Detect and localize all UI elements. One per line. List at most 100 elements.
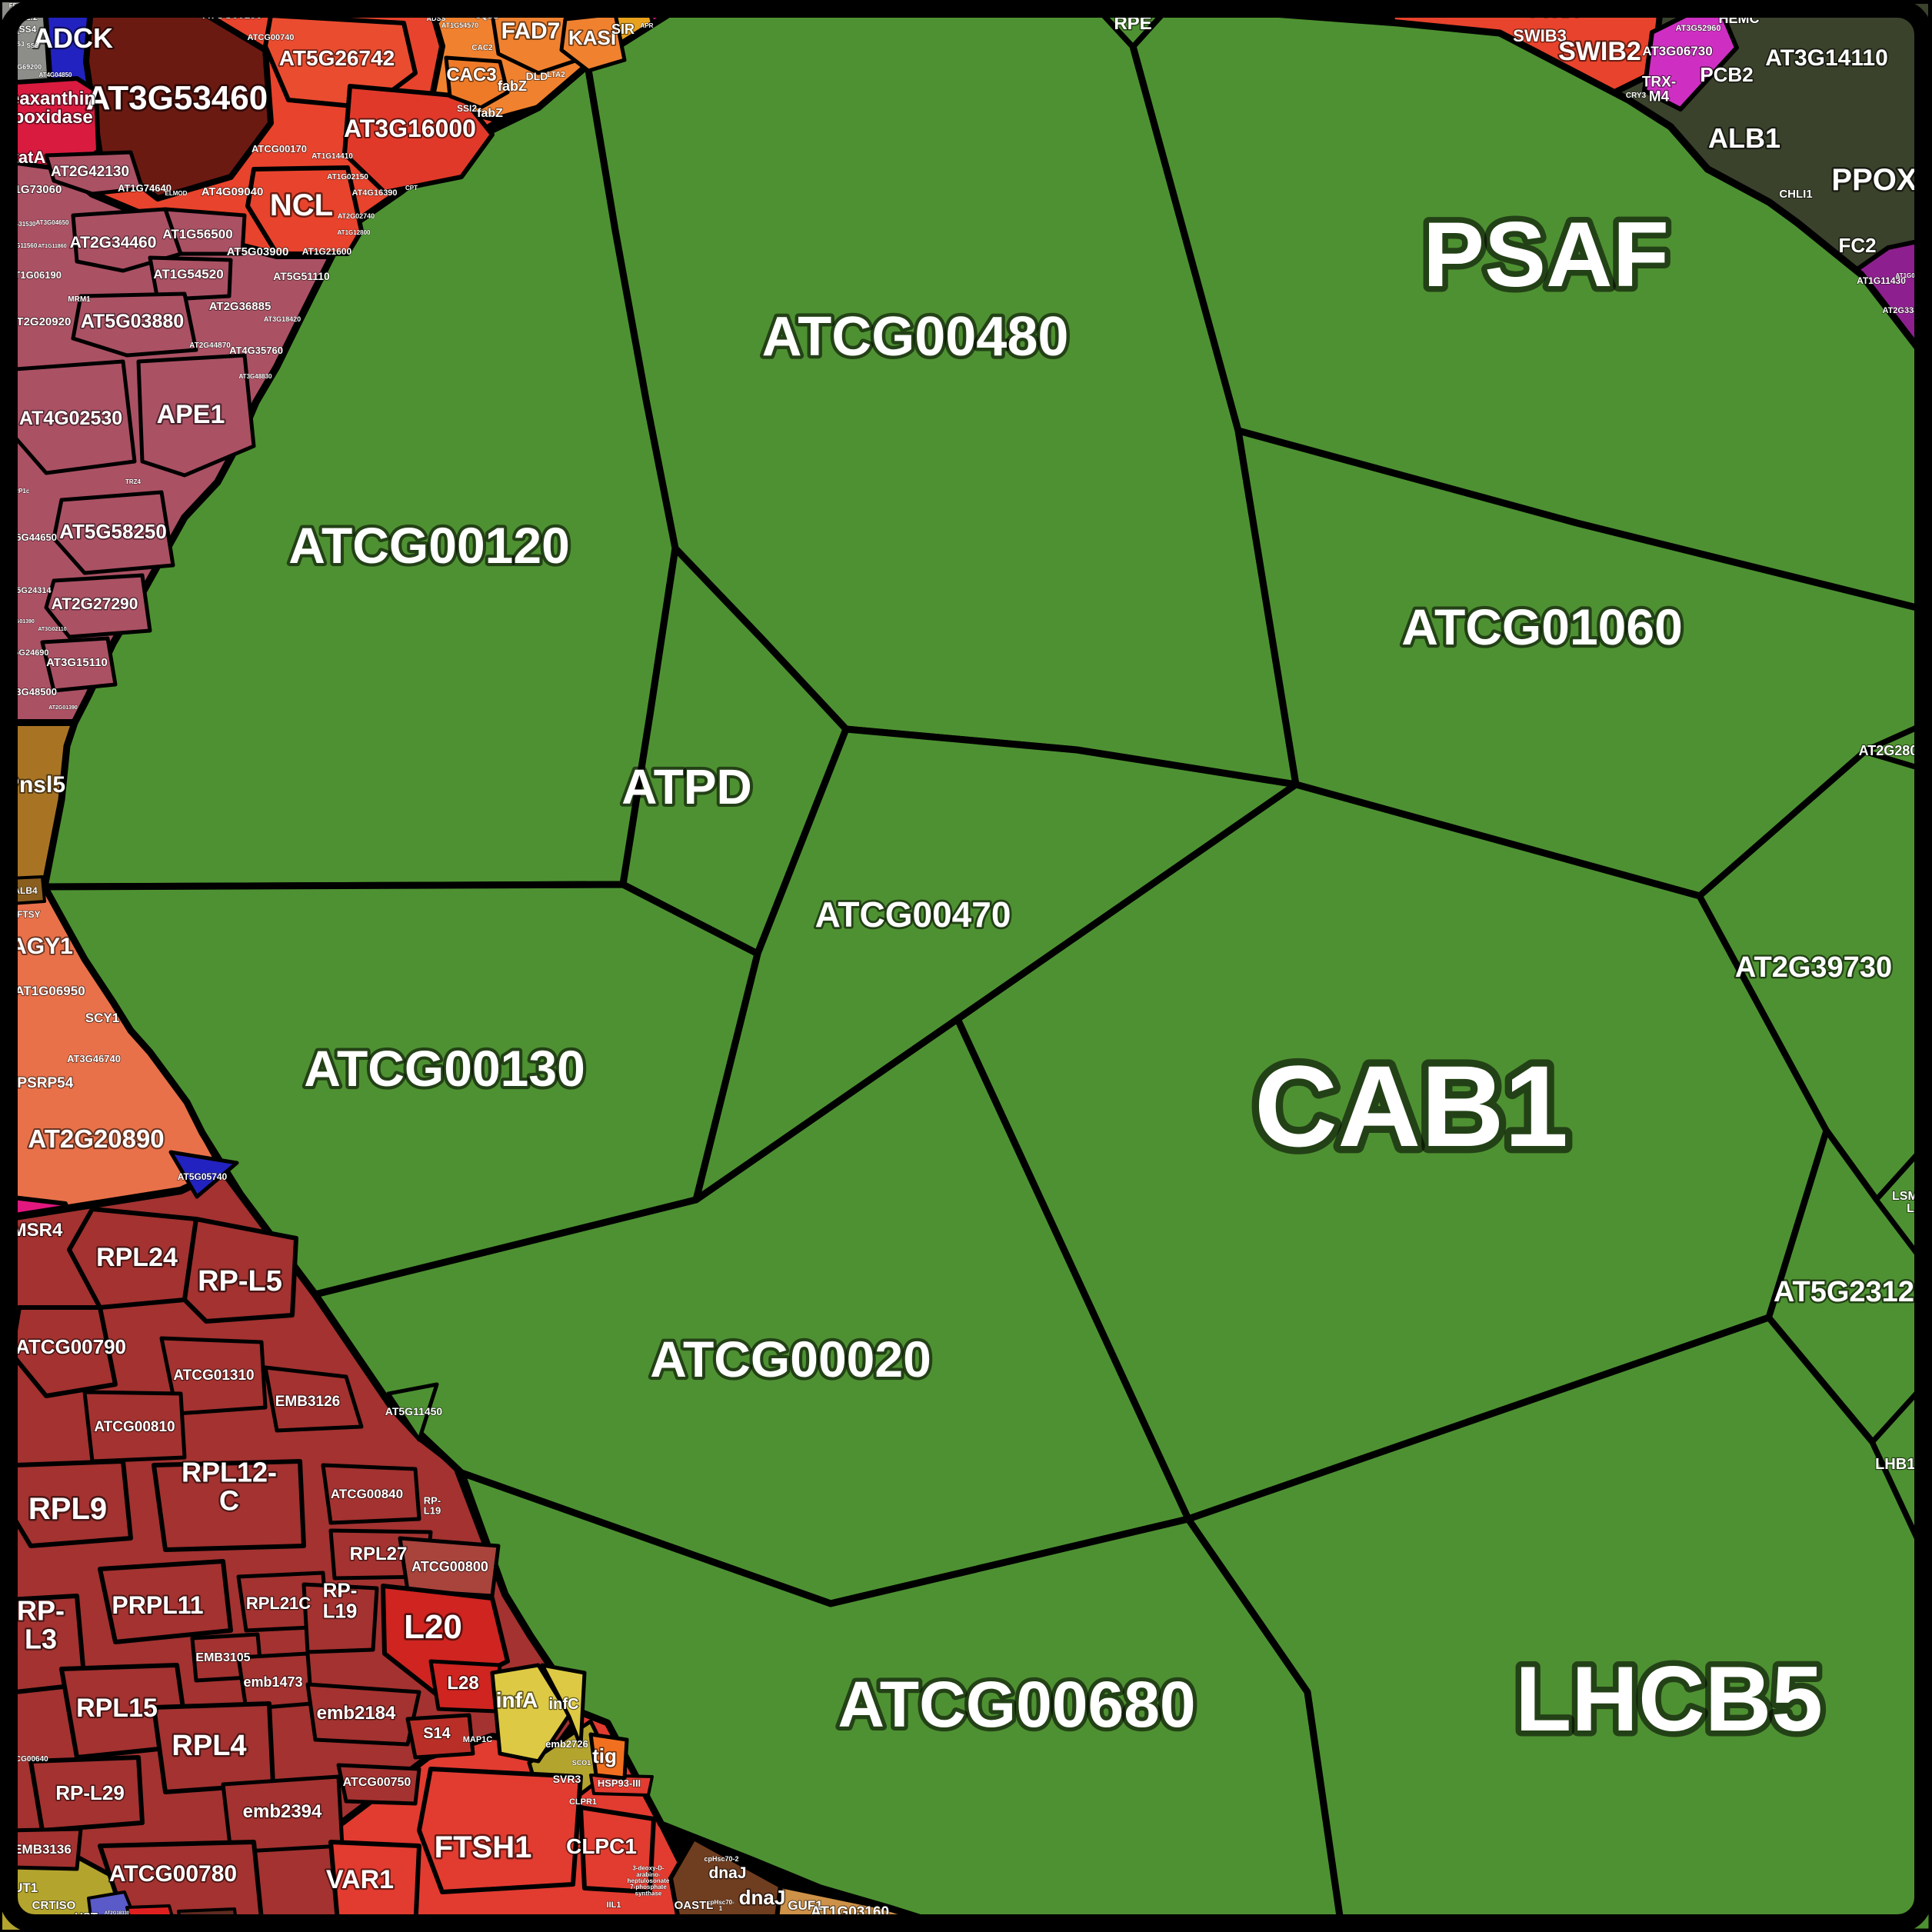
label-at1g06950: AT1G06950 [15, 984, 85, 998]
cell-tig[interactable] [588, 1732, 629, 1780]
label-tig: tig [592, 1744, 617, 1767]
label-rpl9: RPL9 [28, 1492, 107, 1526]
cell-at5g11450[interactable] [386, 1382, 439, 1442]
label-at3g48830: AT3G48830 [239, 373, 273, 380]
label-at3g11560: AT3G11560 [5, 242, 38, 249]
label-ftsh1: FTSH1 [435, 1830, 532, 1864]
cell-atcg00840[interactable] [321, 1463, 421, 1525]
label-pcb2: PCB2 [1700, 63, 1753, 86]
cell-at2g27290c[interactable] [44, 573, 152, 639]
cell-s14[interactable] [405, 1713, 475, 1760]
cell-ncl[interactable] [245, 165, 364, 256]
cell-ape1c[interactable] [136, 353, 256, 478]
label-map1c: MAP1C [463, 1735, 493, 1744]
label-psaf: PSAF [1423, 203, 1669, 306]
cell-atcg00810[interactable] [82, 1390, 187, 1464]
label-atpd: ATPD [621, 759, 751, 814]
cell-infa[interactable] [490, 1663, 571, 1764]
cell-atcg00750[interactable] [336, 1763, 421, 1806]
label-ppox: PPOX [1831, 163, 1917, 197]
label-oastl: OASTL [675, 1899, 714, 1912]
cell-rpl19b[interactable] [301, 1582, 379, 1654]
label-rpl12c: RPL12-C [182, 1457, 277, 1517]
label-ss4: SS4 [19, 24, 37, 35]
label-fabz1: fabZ [498, 78, 527, 94]
label-fc2: FC2 [1838, 234, 1876, 257]
label-iil1: IIL1 [607, 1900, 621, 1910]
label-at2g39730: AT2G39730 [1735, 951, 1892, 984]
cell-at5g58250c[interactable] [52, 490, 175, 575]
cell-at1g56500c[interactable] [163, 207, 247, 256]
label-at4g09040: AT4G09040 [202, 185, 264, 198]
cell-rpl12c[interactable] [152, 1459, 306, 1552]
label-rpl19b: RP-L19 [323, 1579, 358, 1623]
cell-emb3126[interactable] [263, 1365, 364, 1433]
label-atcg00750: ATCG00750 [343, 1776, 411, 1789]
cell-at1g54520c[interactable] [148, 255, 233, 302]
cell-ftsh1[interactable] [417, 1767, 583, 1894]
label-emb2394: emb2394 [243, 1801, 322, 1822]
label-cphsc70-1: cpHsc70-1 [707, 1899, 734, 1912]
label-fad7: FAD7 [501, 18, 561, 44]
label-trxm4: TRX-M4 [1642, 74, 1676, 105]
label-cphsc70-2: cpHsc70-2 [704, 1855, 738, 1863]
label-atcg00020: ATCG00020 [650, 1331, 931, 1387]
label-at2g20920: AT2G20920 [9, 315, 72, 328]
cell-bg-brown-dnaj[interactable] [668, 1836, 783, 1932]
label-hsp93: HSP93-III [598, 1777, 641, 1789]
cell-rpl24[interactable] [67, 1207, 198, 1310]
label-at1g12800: AT1G12800 [338, 229, 371, 236]
cell-at2g42130c[interactable] [44, 150, 145, 196]
label-var1: VAR1 [326, 1865, 394, 1894]
label-at5g26742: AT5G26742 [279, 46, 395, 70]
label-at1g11860: AT1G11860 [38, 244, 66, 249]
cell-clpc1[interactable] [578, 1805, 656, 1894]
label-kasi: KASI [568, 26, 616, 49]
label-cry3: CRY3 [1626, 92, 1647, 100]
label-infa: infA [496, 1688, 538, 1712]
label-atcg01060: ATCG01060 [1401, 598, 1683, 655]
cell-emb2184[interactable] [305, 1682, 421, 1747]
label-trz4: TRZ4 [125, 478, 142, 485]
label-at1g11430: AT1G11430 [1857, 275, 1906, 286]
label-atcg00790: ATCG00790 [15, 1335, 126, 1358]
label-lhcb5: LHCB5 [1515, 1647, 1823, 1750]
label-at3g14110: AT3G14110 [1765, 45, 1888, 71]
label-at2g20890: AT2G20890 [28, 1124, 164, 1153]
label-at2g01390: AT2G01390 [48, 705, 78, 711]
label-tata: tatA [13, 148, 46, 167]
label-dld: DLD [526, 70, 548, 82]
cell-infc[interactable] [540, 1663, 587, 1748]
label-at1g02150: AT1G02150 [327, 173, 368, 182]
cell-atcg00130[interactable] [41, 881, 761, 1298]
cell-hsp93[interactable] [589, 1774, 654, 1797]
cell-at5g05740[interactable] [168, 1150, 239, 1199]
cell-at5g03880c[interactable] [71, 291, 198, 358]
label-infc: infC [549, 1696, 579, 1713]
cell-prpl11[interactable] [98, 1559, 233, 1644]
label-rpl19a: RP-L19 [424, 1494, 441, 1516]
label-adck: ADCK [33, 22, 113, 54]
label-atcg00780: ATCG00780 [109, 1861, 237, 1887]
cell-atcg01310[interactable] [159, 1336, 268, 1416]
cell-rpl5[interactable] [182, 1217, 298, 1324]
label-at1g56500c: AT1G56500 [162, 227, 232, 242]
label-at5g51110: AT5G51110 [273, 270, 330, 282]
cell-rpl29[interactable] [28, 1755, 145, 1833]
cell-cac3[interactable] [444, 55, 510, 110]
label-at3g46740: AT3G46740 [67, 1053, 121, 1064]
label-prpl11: PRPL11 [112, 1591, 203, 1619]
label-lta2: LTA2 [547, 71, 565, 79]
label-emb2184: emb2184 [317, 1703, 396, 1724]
label-rpl5: RP-L5 [198, 1265, 282, 1297]
label-at2g02740: AT2G02740 [338, 212, 375, 220]
label-at3g15110c: AT3G15110 [46, 656, 108, 669]
label-dnaj2: dnaJ [739, 1886, 786, 1909]
label-adss: ADSS [426, 15, 445, 22]
label-atcg00120: ATCG00120 [288, 517, 570, 574]
cell-at3g15110c[interactable] [40, 636, 118, 693]
label-atcg00810: ATCG00810 [94, 1419, 175, 1435]
